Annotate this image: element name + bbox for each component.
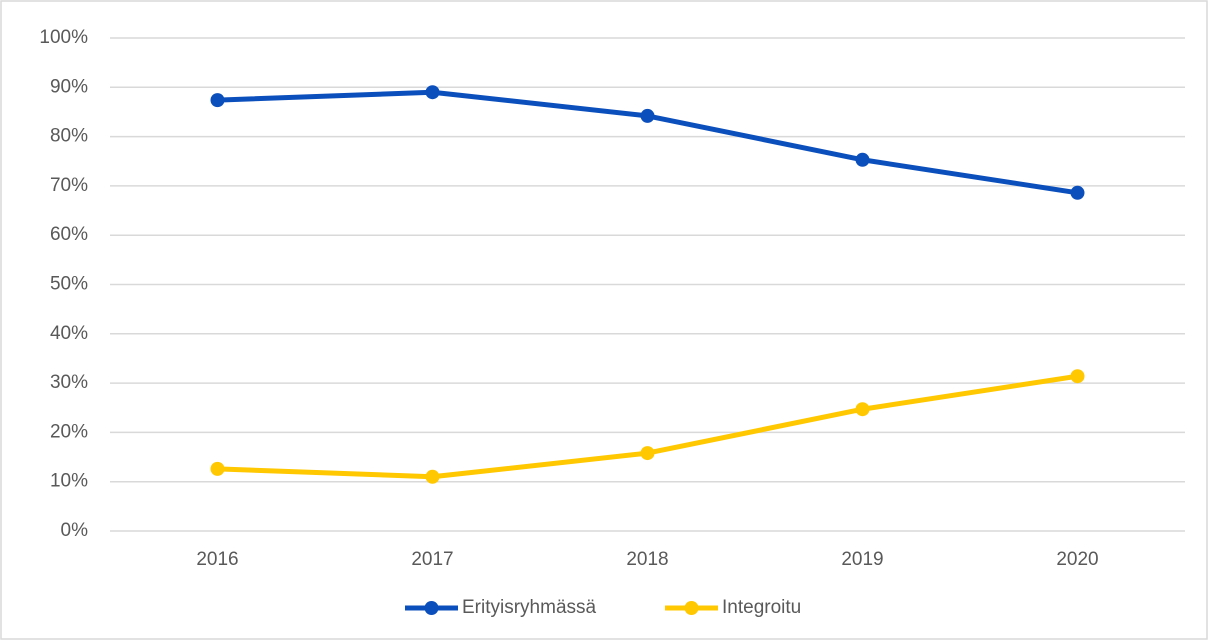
x-tick-label: 2020 [1056,549,1098,570]
data-point [640,446,655,461]
y-tick-label: 80% [50,126,88,147]
legend-marker [684,601,699,615]
x-tick-label: 2017 [411,549,453,570]
y-tick-label: 70% [50,175,88,196]
data-point [1070,185,1085,200]
y-tick-label: 60% [50,224,88,245]
data-point [210,461,225,476]
legend-marker [424,601,439,615]
y-tick-label: 50% [50,274,88,295]
data-point [210,93,225,108]
x-tick-label: 2016 [196,549,238,570]
data-point [855,402,870,417]
y-tick-label: 20% [50,421,88,442]
data-point [425,85,440,100]
y-tick-label: 40% [50,323,88,344]
x-tick-label: 2018 [626,549,668,570]
y-tick-label: 100% [39,27,88,48]
y-tick-label: 0% [61,520,89,541]
y-tick-label: 90% [50,76,88,97]
legend-label: Integroitu [722,597,801,618]
data-point [640,108,655,123]
data-point [1070,369,1085,384]
legend-label: Erityisryhmässä [462,597,597,618]
data-point [425,469,440,484]
x-tick-label: 2019 [841,549,883,570]
data-point [855,152,870,167]
y-tick-label: 10% [50,471,88,492]
y-tick-label: 30% [50,372,88,393]
